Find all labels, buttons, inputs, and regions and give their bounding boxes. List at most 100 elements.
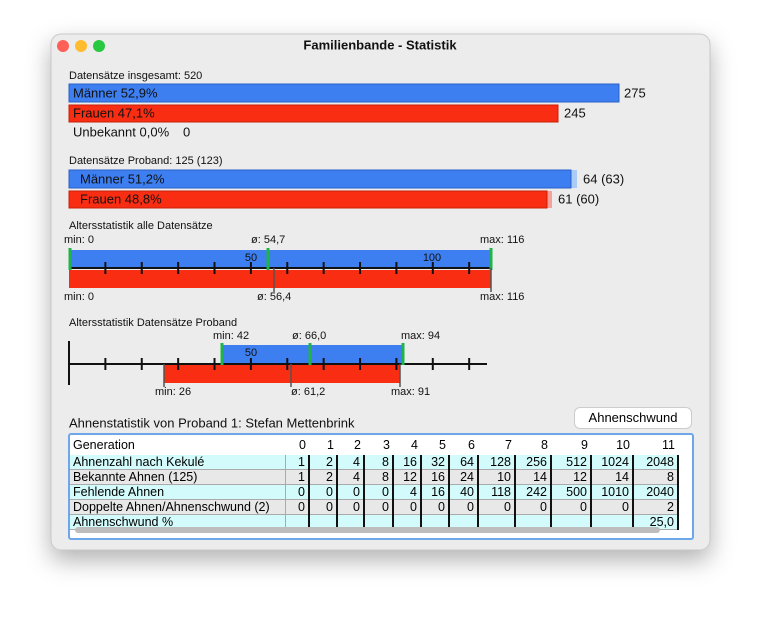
female-age-bar [164,365,400,383]
cell: 4 [393,484,422,500]
scale-label: 100 [423,252,441,264]
heading: Datensätze insgesamt: 520 [69,70,202,82]
bar-label: Unbekannt 0,0% [73,124,170,139]
cell: 2040 [633,484,679,500]
heading: Altersstatistik alle Datensätze [69,220,213,232]
data-row: Fehlende Ahnen 0 0 0 0 4 16 40 118 242 500 1010 2040 [70,484,679,500]
cell: 1 [327,438,334,452]
cell [478,514,516,530]
heading: Datensätze Proband: 125 (123) [69,155,223,167]
bar-label: Männer 51,2% [80,171,165,186]
mean-label: ø: 66,0 [292,330,326,342]
count: 0 [183,124,190,139]
data-row: Ahnenzahl nach Kekulé 1 2 4 8 16 32 64 128 256 512… [70,455,679,470]
cell [449,514,479,530]
ahnenschwund-button[interactable]: Ahnenschwund [575,408,691,428]
cell: 7 [505,438,512,452]
cell: 1 [285,455,310,470]
cell: 0 [364,484,394,500]
min-label: min: 42 [213,330,249,342]
cell: 0 [449,499,479,515]
male-age-bar [69,250,491,268]
cell: 242 [515,484,552,500]
cell: 118 [478,484,516,500]
cell [591,514,634,530]
male-bar [68,169,572,189]
cell: 512 [551,455,592,470]
min-label: min: 0 [64,291,94,303]
cell: 8 [541,438,548,452]
heading: Ahnenstatistik von Proband 1: Stefan Met… [69,415,355,430]
cell: 0 [285,499,310,515]
cell: 0 [309,499,338,515]
minimize-button[interactable] [75,40,87,52]
cell: 6 [468,438,475,452]
cell: 10 [616,438,630,452]
cell: 14 [591,469,634,485]
count: 275 [624,85,646,100]
cell [337,514,365,530]
cell: 16 [393,455,422,470]
data-row: Doppelte Ahnen/Ahnenschwund (2) 0 0 0 0 0 0 0 0 0… [70,499,679,515]
cell: 1024 [591,455,634,470]
count: 64 (63) [583,171,624,186]
cell: 10 [478,469,516,485]
cell [551,514,592,530]
bar-label: Frauen 48,8% [80,191,162,206]
cell: 500 [551,484,592,500]
cell: Bekannte Ahnen (125) [70,469,286,485]
scrollbar[interactable] [75,527,660,533]
cell: 2 [309,469,338,485]
cell: 9 [581,438,588,452]
scale-label: 50 [245,347,257,359]
cell [364,514,394,530]
cell: 12 [393,469,422,485]
cell: 32 [421,455,450,470]
cell: 2 [309,455,338,470]
cell: 2048 [633,455,679,470]
cell: 3 [383,438,390,452]
cell: 2 [354,438,361,452]
mean-label: ø: 61,2 [291,386,325,398]
cell: 1 [285,469,310,485]
cell [421,514,450,530]
max-label: max: 94 [401,330,440,342]
cell: 8 [364,455,394,470]
bar-label: Männer 52,9% [73,85,158,100]
cell: 1010 [591,484,634,500]
table: Generation 0 1 2 3 4 5 6 7 8 9 10 11 Ahnenzahl nach K… [70,435,679,530]
ancestor-table: Generation 0 1 2 3 4 5 6 7 8 9 10 11 Ahnenzahl nach K… [68,433,694,540]
cell: 4 [337,469,365,485]
max-label: max: 116 [480,234,524,246]
cell: 12 [551,469,592,485]
max-label: max: 91 [391,386,430,398]
cell: Doppelte Ahnen/Ahnenschwund (2) [70,499,286,515]
cell: 0 [309,484,338,500]
cell: 0 [515,499,552,515]
cell: 40 [449,484,479,500]
male-bar [68,83,620,103]
window-title: Familienbande - Statistik [303,37,457,52]
cell: 0 [591,499,634,515]
header-row: Generation 0 1 2 3 4 5 6 7 8 9 10 11 [70,435,678,455]
cell: 4 [337,455,365,470]
cell: 11 [662,438,675,452]
cell: 0 [393,499,422,515]
female-bar [68,104,559,123]
cell: 8 [364,469,394,485]
female-age-bar [69,270,491,288]
mean-label: ø: 56,4 [257,291,291,303]
cell: 5 [439,438,446,452]
cell: 0 [421,499,450,515]
cell [515,514,552,530]
close-button[interactable] [57,40,69,52]
count: 61 (60) [558,191,599,206]
heading: Altersstatistik Datensätze Proband [69,317,237,329]
cell: 16 [421,484,450,500]
cell: Fehlende Ahnen [70,484,286,500]
male-age-bar [222,345,403,363]
zoom-button[interactable] [93,40,105,52]
cell: 24 [449,469,479,485]
cell: Generation [73,438,135,452]
